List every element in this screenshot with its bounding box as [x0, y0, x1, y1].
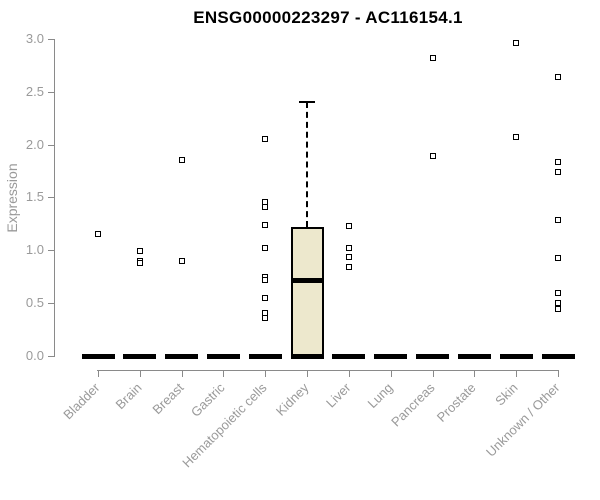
median-bar: [416, 353, 450, 359]
x-axis-line: [97, 370, 560, 371]
y-tick: [48, 144, 55, 146]
box: [290, 227, 324, 356]
median-bar: [248, 353, 282, 359]
box-bottom-bar: [290, 353, 324, 359]
y-tick-label: 0.0: [25, 348, 44, 363]
x-tick: [98, 370, 99, 377]
median-bar: [206, 353, 240, 359]
outlier-point: [555, 158, 562, 165]
whisker-cap: [299, 101, 316, 104]
median-bar: [541, 353, 575, 359]
y-tick-label: 2.0: [25, 136, 44, 152]
outlier-point: [513, 40, 520, 47]
y-tick-label: 2.5: [25, 83, 44, 99]
outlier-point: [345, 222, 352, 229]
median-bar: [499, 353, 533, 359]
outlier-point: [345, 245, 352, 252]
outlier-point: [345, 264, 352, 271]
outlier-point: [262, 245, 269, 252]
median-bar: [165, 353, 199, 359]
y-tick: [48, 356, 55, 357]
whisker: [306, 102, 309, 228]
y-tick-label: 3.0: [25, 30, 44, 46]
outlier-point: [262, 276, 269, 283]
x-tick: [390, 370, 392, 377]
outlier-point: [262, 221, 269, 228]
x-tick: [558, 370, 560, 377]
outlier-point: [513, 134, 520, 141]
outlier-point: [555, 216, 562, 223]
x-tick: [181, 370, 183, 377]
outlier-point: [555, 306, 562, 313]
outlier-point: [178, 257, 185, 264]
outlier-point: [555, 73, 562, 80]
outlier-point: [555, 289, 562, 296]
chart-title: ENSG00000223297 - AC116154.1: [193, 8, 463, 27]
outlier-point: [262, 314, 269, 321]
outlier-point: [429, 153, 436, 160]
outlier-point: [178, 157, 185, 164]
y-tick-label: 0.5: [25, 295, 44, 311]
outlier-point: [136, 248, 143, 255]
x-tick: [265, 370, 267, 377]
y-tick: [48, 91, 55, 93]
y-tick: [48, 250, 55, 252]
outlier-point: [262, 136, 269, 143]
outlier-point: [429, 54, 436, 61]
outlier-point: [345, 253, 352, 260]
median-bar: [332, 353, 366, 359]
x-tick: [223, 370, 225, 377]
x-tick: [516, 370, 518, 377]
y-tick-label: 1.0: [25, 242, 44, 258]
y-tick: [48, 38, 55, 40]
median-bar: [374, 353, 408, 359]
median-bar: [123, 353, 157, 359]
outlier-point: [555, 300, 562, 307]
outlier-point: [262, 203, 269, 210]
x-tick: [307, 370, 309, 377]
outlier-point: [95, 231, 101, 238]
y-tick: [48, 197, 55, 199]
outlier-point: [136, 259, 143, 266]
x-tick: [348, 370, 350, 377]
outlier-point: [262, 294, 269, 301]
y-tick: [48, 303, 55, 305]
outlier-point: [555, 169, 562, 176]
median-bar: [290, 278, 324, 284]
x-tick: [474, 370, 476, 377]
x-tick: [139, 370, 141, 377]
median-bar: [81, 353, 115, 359]
y-tick-label: 1.5: [25, 189, 44, 205]
outlier-point: [555, 254, 562, 261]
x-tick: [432, 370, 434, 377]
median-bar: [457, 353, 491, 359]
